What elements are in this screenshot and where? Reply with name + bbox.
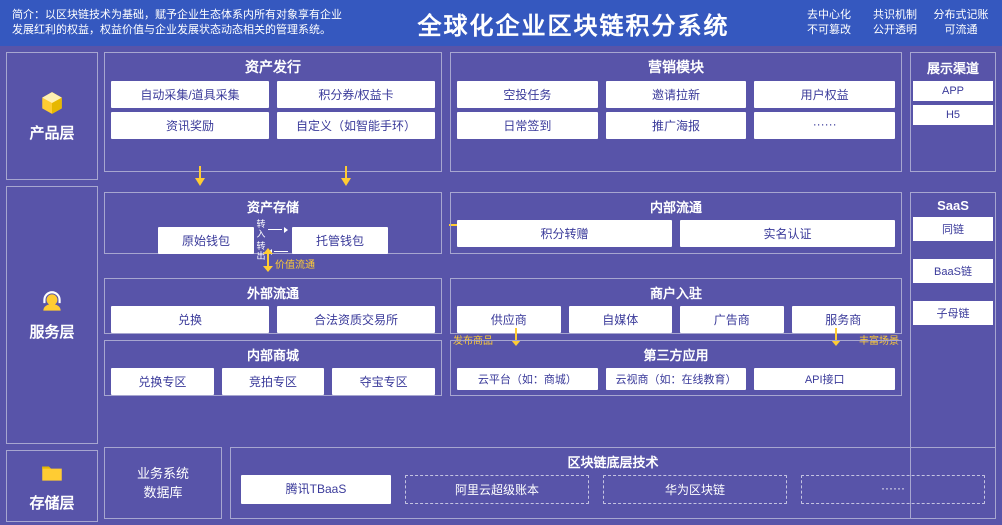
feature-0-l1: 去中心化	[800, 8, 858, 23]
display-0: APP	[913, 81, 993, 101]
chain-tech-main: 腾讯TBaaS	[241, 475, 391, 504]
marketing-title: 营销模块	[457, 57, 895, 77]
header-intro: 简介：以区块链技术为基础，赋予企业生态体系内所有对象享有企业 发展红利的权益，权…	[12, 8, 347, 39]
chain-tech-other-2: ······	[801, 475, 985, 504]
asset-issue-1-0: 资讯奖励	[111, 112, 269, 139]
external-flow-1: 合法资质交易所	[277, 306, 435, 333]
marketing-1-2: ······	[754, 112, 895, 139]
asset-issue-0-0: 自动采集/道具采集	[111, 81, 269, 108]
layer-service: 服务层	[6, 186, 98, 444]
arrow-issue-to-storage-l	[195, 166, 205, 191]
asset-issue-0-1: 积分券/权益卡	[277, 81, 435, 108]
panel-display: 展示渠道 APP H5	[910, 52, 996, 172]
marketing-1-1: 推广海报	[606, 112, 747, 139]
external-flow-title: 外部流通	[111, 283, 435, 302]
marketing-0-0: 空投任务	[457, 81, 598, 108]
display-title: 展示渠道	[913, 58, 993, 77]
panel-marketing: 营销模块 空投任务 邀请拉新 用户权益 日常签到 推广海报 ······	[450, 52, 902, 172]
saas-2: 子母链	[913, 301, 993, 325]
asset-issue-title: 资产发行	[111, 57, 435, 77]
layer-product: 产品层	[6, 52, 98, 180]
biz-db-l2: 数据库	[137, 483, 189, 503]
asset-issue-1-1: 自定义（如智能手环）	[277, 112, 435, 139]
panel-thirdparty: 第三方应用 云平台（如：商城） 云视商（如：在线教育） API接口	[450, 340, 902, 396]
chain-tech-other-0: 阿里云超级账本	[405, 475, 589, 504]
cube-icon	[39, 90, 65, 116]
wallet-origin: 原始钱包	[158, 227, 254, 254]
intro-line-2: 发展红利的权益，权益价值与企业发展状态动态相关的管理系统。	[12, 23, 347, 38]
storage-row: 业务系统 数据库 区块链底层技术 腾讯TBaaS 阿里云超级账本 华为区块链 ·…	[104, 447, 996, 519]
saas-title: SaaS	[913, 198, 993, 213]
marketing-1-0: 日常签到	[457, 112, 598, 139]
thirdparty-1: 云视商（如：在线教育）	[606, 368, 747, 390]
arrow-left-icon	[268, 249, 290, 255]
saas-1: BaaS链	[913, 259, 993, 283]
feature-2-l1: 分布式记账	[932, 8, 990, 23]
intro-line-1: 简介：以区块链技术为基础，赋予企业生态体系内所有对象享有企业	[12, 8, 347, 23]
panel-internal-mall: 内部商城 兑换专区 竞拍专区 夺宝专区	[104, 340, 442, 396]
feature-0: 去中心化 不可篡改	[800, 8, 858, 39]
folder-icon	[39, 460, 65, 486]
panel-external-flow: 外部流通 兑换 合法资质交易所	[104, 278, 442, 334]
wallet-custody: 托管钱包	[292, 227, 388, 254]
feature-1-l2: 公开透明	[866, 23, 924, 38]
thirdparty-title: 第三方应用	[457, 345, 895, 364]
feature-2: 分布式记账 可流通	[932, 8, 990, 39]
merchant-2: 广告商	[680, 306, 784, 333]
internal-flow-0: 积分转赠	[457, 220, 672, 247]
chain-tech-other-1: 华为区块链	[603, 475, 787, 504]
layer-product-label: 产品层	[29, 122, 74, 143]
asset-storage-title: 资产存储	[111, 197, 435, 216]
panel-merchant: 商户入驻 供应商 自媒体 广告商 服务商 发布商品 丰富场景	[450, 278, 902, 334]
feature-1: 共识机制 公开透明	[866, 8, 924, 39]
internal-flow-title: 内部流通	[457, 197, 895, 216]
display-1: H5	[913, 105, 993, 125]
marketing-0-2: 用户权益	[754, 81, 895, 108]
external-flow-0: 兑换	[111, 306, 269, 333]
thirdparty-0: 云平台（如：商城）	[457, 368, 598, 390]
internal-mall-title: 内部商城	[111, 345, 435, 364]
chain-tech-title: 区块链底层技术	[241, 452, 985, 471]
thirdparty-2: API接口	[754, 368, 895, 390]
transfer-out-label: 转出	[256, 242, 266, 262]
headset-icon	[39, 289, 65, 315]
arrow-right-icon	[268, 227, 290, 233]
merchant-3: 服务商	[792, 306, 896, 333]
merchant-title: 商户入驻	[457, 283, 895, 302]
value-flow-label-down: 价值流通	[275, 256, 315, 271]
feature-0-l2: 不可篡改	[800, 23, 858, 38]
panel-asset-issue: 资产发行 自动采集/道具采集 积分券/权益卡 资讯奖励 自定义（如智能手环）	[104, 52, 442, 172]
merchant-0: 供应商	[457, 306, 561, 333]
feature-2-l2: 可流通	[932, 23, 990, 38]
layer-rail: 产品层 服务层 存储层	[6, 52, 98, 519]
panel-biz-db: 业务系统 数据库	[104, 447, 222, 519]
layer-storage-label: 存储层	[29, 492, 74, 513]
arrow-issue-to-storage-r	[341, 166, 351, 191]
panel-asset-storage: 资产存储 原始钱包 转入 转出 托管钱包	[104, 192, 442, 254]
feature-1-l1: 共识机制	[866, 8, 924, 23]
header-features: 去中心化 不可篡改 共识机制 公开透明 分布式记账 可流通	[800, 8, 990, 39]
marketing-0-1: 邀请拉新	[606, 81, 747, 108]
layer-service-label: 服务层	[29, 321, 74, 342]
panel-internal-flow: 内部流通 积分转赠 实名认证	[450, 192, 902, 254]
merchant-1: 自媒体	[569, 306, 673, 333]
internal-mall-1: 竞拍专区	[222, 368, 325, 395]
panel-chain-tech: 区块链底层技术 腾讯TBaaS 阿里云超级账本 华为区块链 ······	[230, 447, 996, 519]
header-bar: 简介：以区块链技术为基础，赋予企业生态体系内所有对象享有企业 发展红利的权益，权…	[0, 0, 1002, 46]
internal-mall-2: 夺宝专区	[332, 368, 435, 395]
saas-0: 同链	[913, 217, 993, 241]
internal-mall-0: 兑换专区	[111, 368, 214, 395]
internal-flow-1: 实名认证	[680, 220, 895, 247]
transfer-in-label: 转入	[256, 220, 266, 240]
header-title: 全球化企业区块链积分系统	[357, 6, 790, 41]
layer-storage: 存储层	[6, 450, 98, 522]
biz-db-l1: 业务系统	[137, 464, 189, 484]
